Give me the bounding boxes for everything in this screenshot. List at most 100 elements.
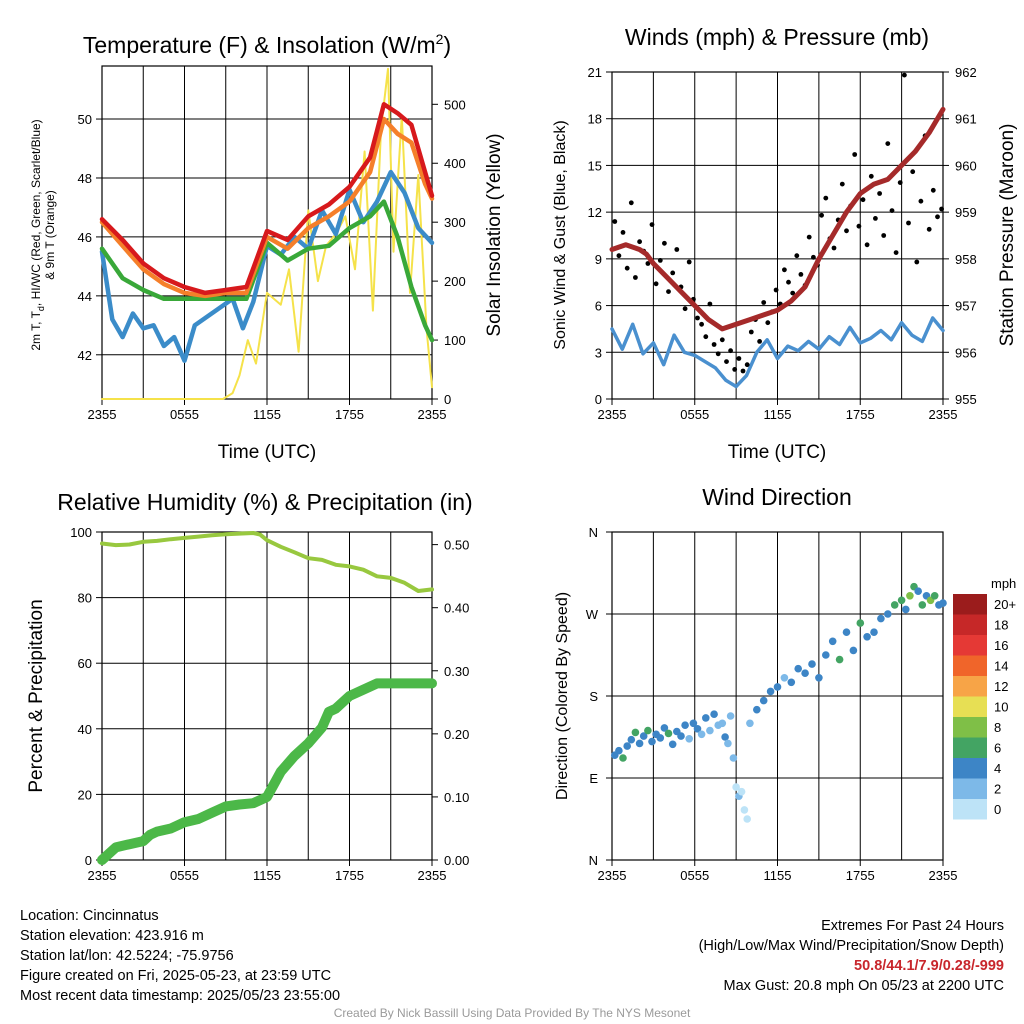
wind-gust-point (839, 181, 845, 187)
extremes-values: 50.8/44.1/7.9/0.28/-999 (854, 958, 1004, 974)
dir-point (623, 742, 631, 750)
temp-y2label: Solar Insolation (Yellow) (484, 133, 505, 336)
wind-y-tick-label: 21 (588, 65, 602, 80)
temp-x-tick-label: 1155 (253, 407, 281, 422)
temp-series-9mt (99, 116, 435, 299)
wind-gust-point (724, 359, 729, 364)
wind-gust-point (682, 306, 688, 312)
wind-gust-point (889, 208, 895, 214)
dir-point (828, 637, 837, 646)
station-location: Location: Cincinnatus (20, 908, 159, 924)
wind-series-pressure (609, 106, 946, 332)
temp-ylabel-a: 2m T, T (29, 310, 43, 350)
dir-ylabel: Direction (Colored By Speed) (554, 592, 571, 800)
dir-point (815, 674, 823, 682)
temp-ylabel-line2: & 9m T (Orange) (43, 190, 57, 280)
temp-series-2mt (99, 102, 435, 296)
wind-gust-point (893, 250, 899, 256)
wind-gust-point (728, 348, 733, 354)
dir-x-tick-label: 0555 (680, 868, 709, 883)
dir-legend-label: 16 (994, 638, 1008, 653)
wind-gust-point (773, 287, 779, 293)
dir-point (710, 710, 718, 718)
station-info: Location: Cincinnatus Station elevation:… (20, 906, 340, 1006)
dir-point (794, 664, 802, 673)
dir-point (877, 614, 885, 623)
wind-gust-point (914, 259, 920, 265)
wind-y-tick-label: 0 (595, 392, 602, 407)
dir-point (681, 721, 689, 729)
wind-gust-point (732, 367, 738, 372)
dir-point (721, 733, 729, 741)
wind-gust-point (670, 270, 676, 276)
wind-gust-point (860, 197, 866, 203)
wind-gust-point (790, 290, 796, 296)
dir-legend-swatch (953, 758, 987, 779)
dir-legend-label: 12 (994, 679, 1008, 694)
wind-gust-point (645, 261, 651, 266)
dir-legend-swatch (953, 594, 987, 615)
temp-y2-tick-label: 300 (444, 215, 466, 230)
temp-x-tick-label: 0555 (170, 407, 199, 422)
dir-legend-label: 8 (994, 720, 1001, 735)
dir-point (729, 754, 738, 762)
dir-y-tick-label: W (586, 607, 599, 622)
wind-gust-point (637, 239, 642, 245)
temp-x-tick-label: 2355 (418, 407, 447, 422)
wind-gust-point (910, 169, 916, 175)
extremes-title: Extremes For Past 24 Hours (821, 918, 1004, 934)
wind-gust-point (864, 242, 870, 248)
dir-point (685, 735, 693, 743)
dir-point (743, 815, 751, 823)
dir-point (897, 596, 906, 605)
wind-gust-point (653, 281, 659, 287)
rh-series-humidity (100, 531, 434, 593)
figure-created: Figure created on Fri, 2025-05-23, at 23… (20, 968, 332, 984)
dir-point (693, 725, 702, 733)
dir-point (856, 619, 865, 627)
rh-y-tick-label: 100 (70, 525, 92, 540)
wind-y-tick-label: 18 (588, 112, 602, 127)
dir-x-tick-label: 1155 (764, 868, 792, 883)
extremes-panel: Extremes For Past 24 Hours (High/Low/Max… (699, 916, 1004, 996)
rh-y-tick-label: 60 (78, 656, 92, 671)
station-latlon: Station lat/lon: 42.5224; -75.9756 (20, 948, 234, 964)
dir-y-tick-label: E (589, 771, 598, 786)
wind-gust-point (695, 315, 700, 321)
dir-point (615, 746, 623, 755)
rh-y2-tick-label: 0.20 (444, 727, 469, 742)
wind-gust-point (628, 200, 634, 206)
dir-point (635, 739, 644, 748)
temp-y-tick-label: 42 (78, 348, 92, 363)
wind-y2-tick-label: 955 (955, 392, 977, 407)
wind-y-tick-label: 15 (588, 158, 602, 173)
dir-point (648, 737, 656, 746)
dir-legend-label: 0 (994, 802, 1001, 817)
wind-gust-point (624, 265, 630, 271)
wind-gust-point (761, 300, 767, 305)
wind-x-tick-label: 0555 (680, 407, 709, 422)
extremes-subtitle: (High/Low/Max Wind/Precipitation/Snow De… (698, 938, 1004, 954)
wind-gust-point (902, 72, 907, 78)
dir-point (884, 610, 892, 618)
wind-gust-point (686, 259, 692, 265)
rh-y2-tick-label: 0.40 (444, 601, 469, 616)
dir-point (914, 587, 922, 595)
wind-gust-point (806, 234, 812, 240)
temp-series-td (99, 199, 435, 343)
wind-gust-point (926, 226, 932, 232)
wind-y-tick-label: 9 (595, 252, 602, 267)
wind-gust-point (782, 267, 787, 273)
wind-gust-point (930, 187, 936, 193)
wind-gust-point (939, 206, 944, 212)
temp-series-hiwc (99, 169, 435, 363)
dir-legend-label: 20+ (994, 597, 1016, 612)
dir-legend-label: 18 (994, 618, 1008, 633)
wind-gust-point (711, 342, 717, 347)
dir-point (759, 696, 768, 705)
wind-gust-point (657, 258, 663, 263)
dir-legend-swatch (953, 717, 987, 738)
wind-y-tick-label: 6 (595, 299, 602, 314)
dir-legend-swatch (953, 778, 987, 799)
wind-gust-point (885, 141, 891, 147)
